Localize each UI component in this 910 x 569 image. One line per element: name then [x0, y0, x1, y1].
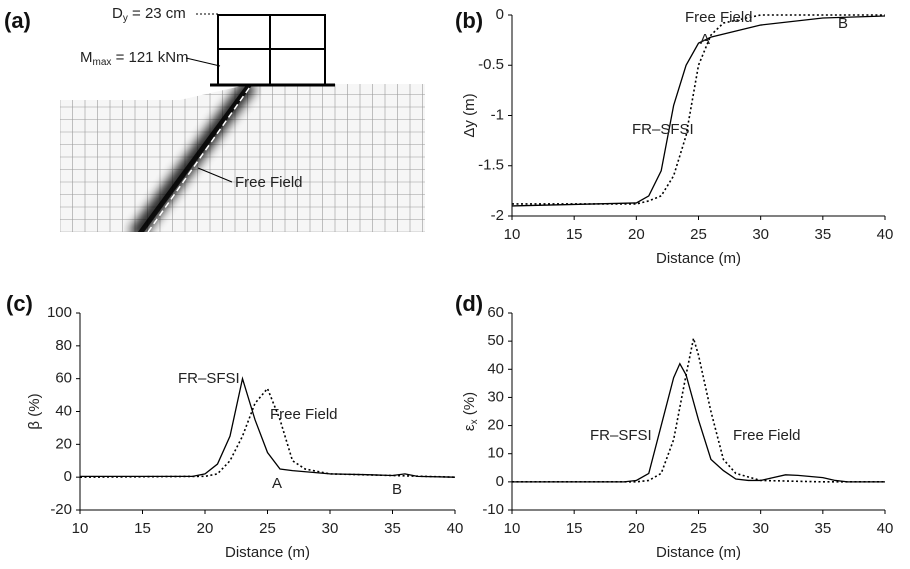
y-tick-label: 0: [496, 473, 504, 490]
panel-label: (b): [455, 8, 483, 33]
series-label: FR–SFSI: [178, 370, 240, 387]
series-line: [512, 362, 885, 483]
x-tick-label: 10: [504, 226, 521, 243]
series-line: [512, 338, 885, 483]
y-tick-label: 0: [496, 6, 504, 23]
x-tick-label: 15: [134, 520, 151, 537]
x-tick-label: 35: [814, 520, 831, 537]
panel-label: (c): [6, 291, 33, 316]
mesh: [60, 84, 425, 232]
x-tick-label: 25: [690, 520, 707, 537]
y-tick-label: 60: [487, 304, 504, 321]
series-line: [79, 386, 456, 478]
text-part: M: [80, 49, 93, 66]
y-tick-label: 40: [55, 402, 72, 419]
annotation: B: [838, 15, 848, 32]
text-part: Δy (m): [461, 93, 478, 137]
text-part: Free Field: [235, 174, 303, 191]
y-tick-label: 100: [47, 304, 72, 321]
x-tick-label: 15: [566, 520, 583, 537]
text-part: (%): [461, 392, 478, 420]
x-tick-label: 10: [72, 520, 89, 537]
panel-label: (a): [4, 8, 31, 33]
text-part: x: [469, 419, 480, 424]
x-tick-label: 40: [447, 520, 464, 537]
series-label: FR–SFSI: [590, 427, 652, 444]
y-tick-label: -2: [491, 207, 504, 224]
annotation: A: [272, 475, 282, 492]
x-tick-label: 10: [504, 520, 521, 537]
text-part: ε: [461, 424, 478, 431]
series-label: Free Field: [270, 406, 338, 423]
y-tick-label: -1: [491, 106, 504, 123]
x-tick-label: 35: [384, 520, 401, 537]
annotation: Mmax = 121 kNm: [80, 49, 189, 68]
fault-line: [147, 83, 253, 233]
y-tick-label: 80: [55, 337, 72, 354]
x-tick-label: 25: [259, 520, 276, 537]
y-tick-label: 30: [487, 388, 504, 405]
y-tick-label: 10: [487, 445, 504, 462]
x-tick-label: 25: [690, 226, 707, 243]
x-tick-label: 30: [752, 226, 769, 243]
text-part: max: [93, 57, 112, 68]
x-tick-label: 40: [877, 520, 894, 537]
series-label: Free Field: [685, 9, 753, 26]
text-part: = 23 cm: [128, 5, 186, 22]
y-tick-label: 20: [487, 417, 504, 434]
x-axis-label: Distance (m): [225, 544, 310, 561]
annotation: A: [700, 31, 710, 48]
annotation: Dy = 23 cm: [112, 5, 186, 24]
shear-core: [135, 84, 253, 232]
x-axis-label: Distance (m): [656, 250, 741, 267]
y-tick-label: -10: [482, 501, 504, 518]
y-tick-label: 20: [55, 435, 72, 452]
y-tick-label: -1.5: [478, 157, 504, 174]
annotation: Free Field: [235, 174, 303, 191]
text-part: D: [112, 5, 123, 22]
y-axis-label: Δy (m): [461, 93, 478, 137]
leader: [197, 167, 233, 183]
y-tick-label: 50: [487, 332, 504, 349]
x-tick-label: 20: [628, 226, 645, 243]
y-tick-label: 40: [487, 360, 504, 377]
series-line: [80, 376, 456, 478]
x-tick-label: 15: [566, 226, 583, 243]
panel-label: (d): [455, 291, 483, 316]
x-tick-label: 30: [752, 520, 769, 537]
text-part: = 121 kNm: [111, 49, 188, 66]
leader: [185, 57, 221, 67]
y-axis-label: β (%): [26, 393, 43, 429]
y-tick-label: 60: [55, 370, 72, 387]
ground: [60, 84, 425, 232]
text-part: β (%): [26, 393, 43, 429]
y-axis-label: εx (%): [461, 392, 480, 431]
annotation: B: [392, 481, 402, 498]
y-tick-label: -0.5: [478, 56, 504, 73]
x-tick-label: 20: [197, 520, 214, 537]
series-label: FR–SFSI: [632, 121, 694, 138]
text-part: y: [123, 13, 128, 24]
x-tick-label: 30: [322, 520, 339, 537]
x-tick-label: 35: [814, 226, 831, 243]
y-tick-label: 0: [64, 468, 72, 485]
series-label: Free Field: [733, 427, 801, 444]
y-tick-label: -20: [50, 501, 72, 518]
series-line: [511, 15, 886, 207]
x-tick-label: 20: [628, 520, 645, 537]
x-axis-label: Distance (m): [656, 544, 741, 561]
x-tick-label: 40: [877, 226, 894, 243]
